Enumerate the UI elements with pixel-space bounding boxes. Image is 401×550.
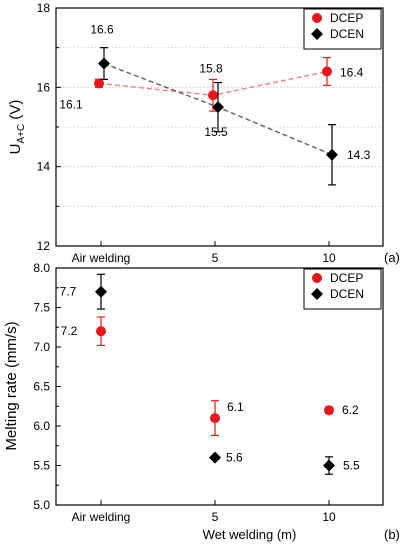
legend-label: DCEP xyxy=(330,11,363,25)
x-tick-label: 5 xyxy=(212,251,219,265)
x-tick-label: Air welding xyxy=(72,510,131,524)
chart-panel-b: 5.0 5.5 6.0 6.5 7.0 7.5 8.0 Air welding 5 10 Melti… xyxy=(3,261,400,542)
y-tick-label: 6.0 xyxy=(33,419,50,433)
y-axis-label-subscript: A+C xyxy=(16,124,27,144)
y-tick-label: 16 xyxy=(37,80,51,94)
x-axis-label: Wet welding (m) xyxy=(203,527,297,542)
y-tick-label: 12 xyxy=(37,239,51,253)
data-label: 14.3 xyxy=(347,148,371,162)
data-label: 15.8 xyxy=(199,61,223,75)
data-label: 6.2 xyxy=(342,403,359,417)
y-tick-label: 5.5 xyxy=(33,459,50,473)
data-label: 16.6 xyxy=(90,23,114,37)
data-point-dcen xyxy=(98,57,110,70)
y-tick-label: 7.0 xyxy=(33,340,50,354)
legend-marker xyxy=(312,273,322,283)
y-tick-label: 5.0 xyxy=(33,498,50,512)
chart-panel-a: 12 14 16 18 Air welding 5 10 UA+C (V) (a) 16.1 15.… xyxy=(7,1,400,265)
y-axis-label: Melting rate (mm/s) xyxy=(3,321,20,450)
legend-label: DCEN xyxy=(330,287,364,301)
data-point-dcep xyxy=(324,405,334,416)
y-axis-label-main: U xyxy=(7,144,24,155)
data-label: 5.6 xyxy=(226,451,243,465)
data-point-dcep xyxy=(94,78,104,89)
data-point-dcen xyxy=(95,285,107,298)
x-tick-label: 10 xyxy=(322,510,336,524)
panel-label: (a) xyxy=(384,250,400,265)
legend-label: DCEP xyxy=(330,271,363,285)
data-point-dcep xyxy=(96,326,106,337)
data-point-dcep xyxy=(210,413,220,424)
legend-marker xyxy=(312,13,322,23)
y-axis-label-unit: (V) xyxy=(7,100,24,124)
data-label: 5.5 xyxy=(343,459,360,473)
x-tick-label: 5 xyxy=(212,510,219,524)
y-tick-label: 8.0 xyxy=(33,261,50,275)
data-point-dcen xyxy=(326,148,338,161)
legend-marker xyxy=(311,28,323,40)
data-point-dcen xyxy=(323,459,335,472)
data-point-dcen xyxy=(209,451,221,464)
y-tick-label: 18 xyxy=(37,1,51,15)
data-label: 15.5 xyxy=(204,125,228,139)
data-label: 7.7 xyxy=(60,285,77,299)
data-point-dcep xyxy=(322,66,332,77)
panel-label: (b) xyxy=(384,527,400,542)
data-point-dcep xyxy=(208,90,218,101)
legend-marker xyxy=(311,288,323,300)
y-axis-label: UA+C (V) xyxy=(7,100,27,155)
y-axis-label-main: Melting rate (mm/s) xyxy=(3,321,20,450)
data-point-dcen xyxy=(212,101,224,114)
data-label: 6.1 xyxy=(227,400,244,414)
data-label: 7.2 xyxy=(61,324,78,338)
data-label: 16.1 xyxy=(59,97,83,111)
x-tick-label: 10 xyxy=(322,251,336,265)
y-tick-label: 7.5 xyxy=(33,301,50,315)
y-tick-label: 14 xyxy=(37,160,51,174)
x-tick-label: Air welding xyxy=(72,251,131,265)
y-tick-label: 6.5 xyxy=(33,380,50,394)
data-label: 16.4 xyxy=(340,65,364,79)
legend-label: DCEN xyxy=(330,27,364,41)
